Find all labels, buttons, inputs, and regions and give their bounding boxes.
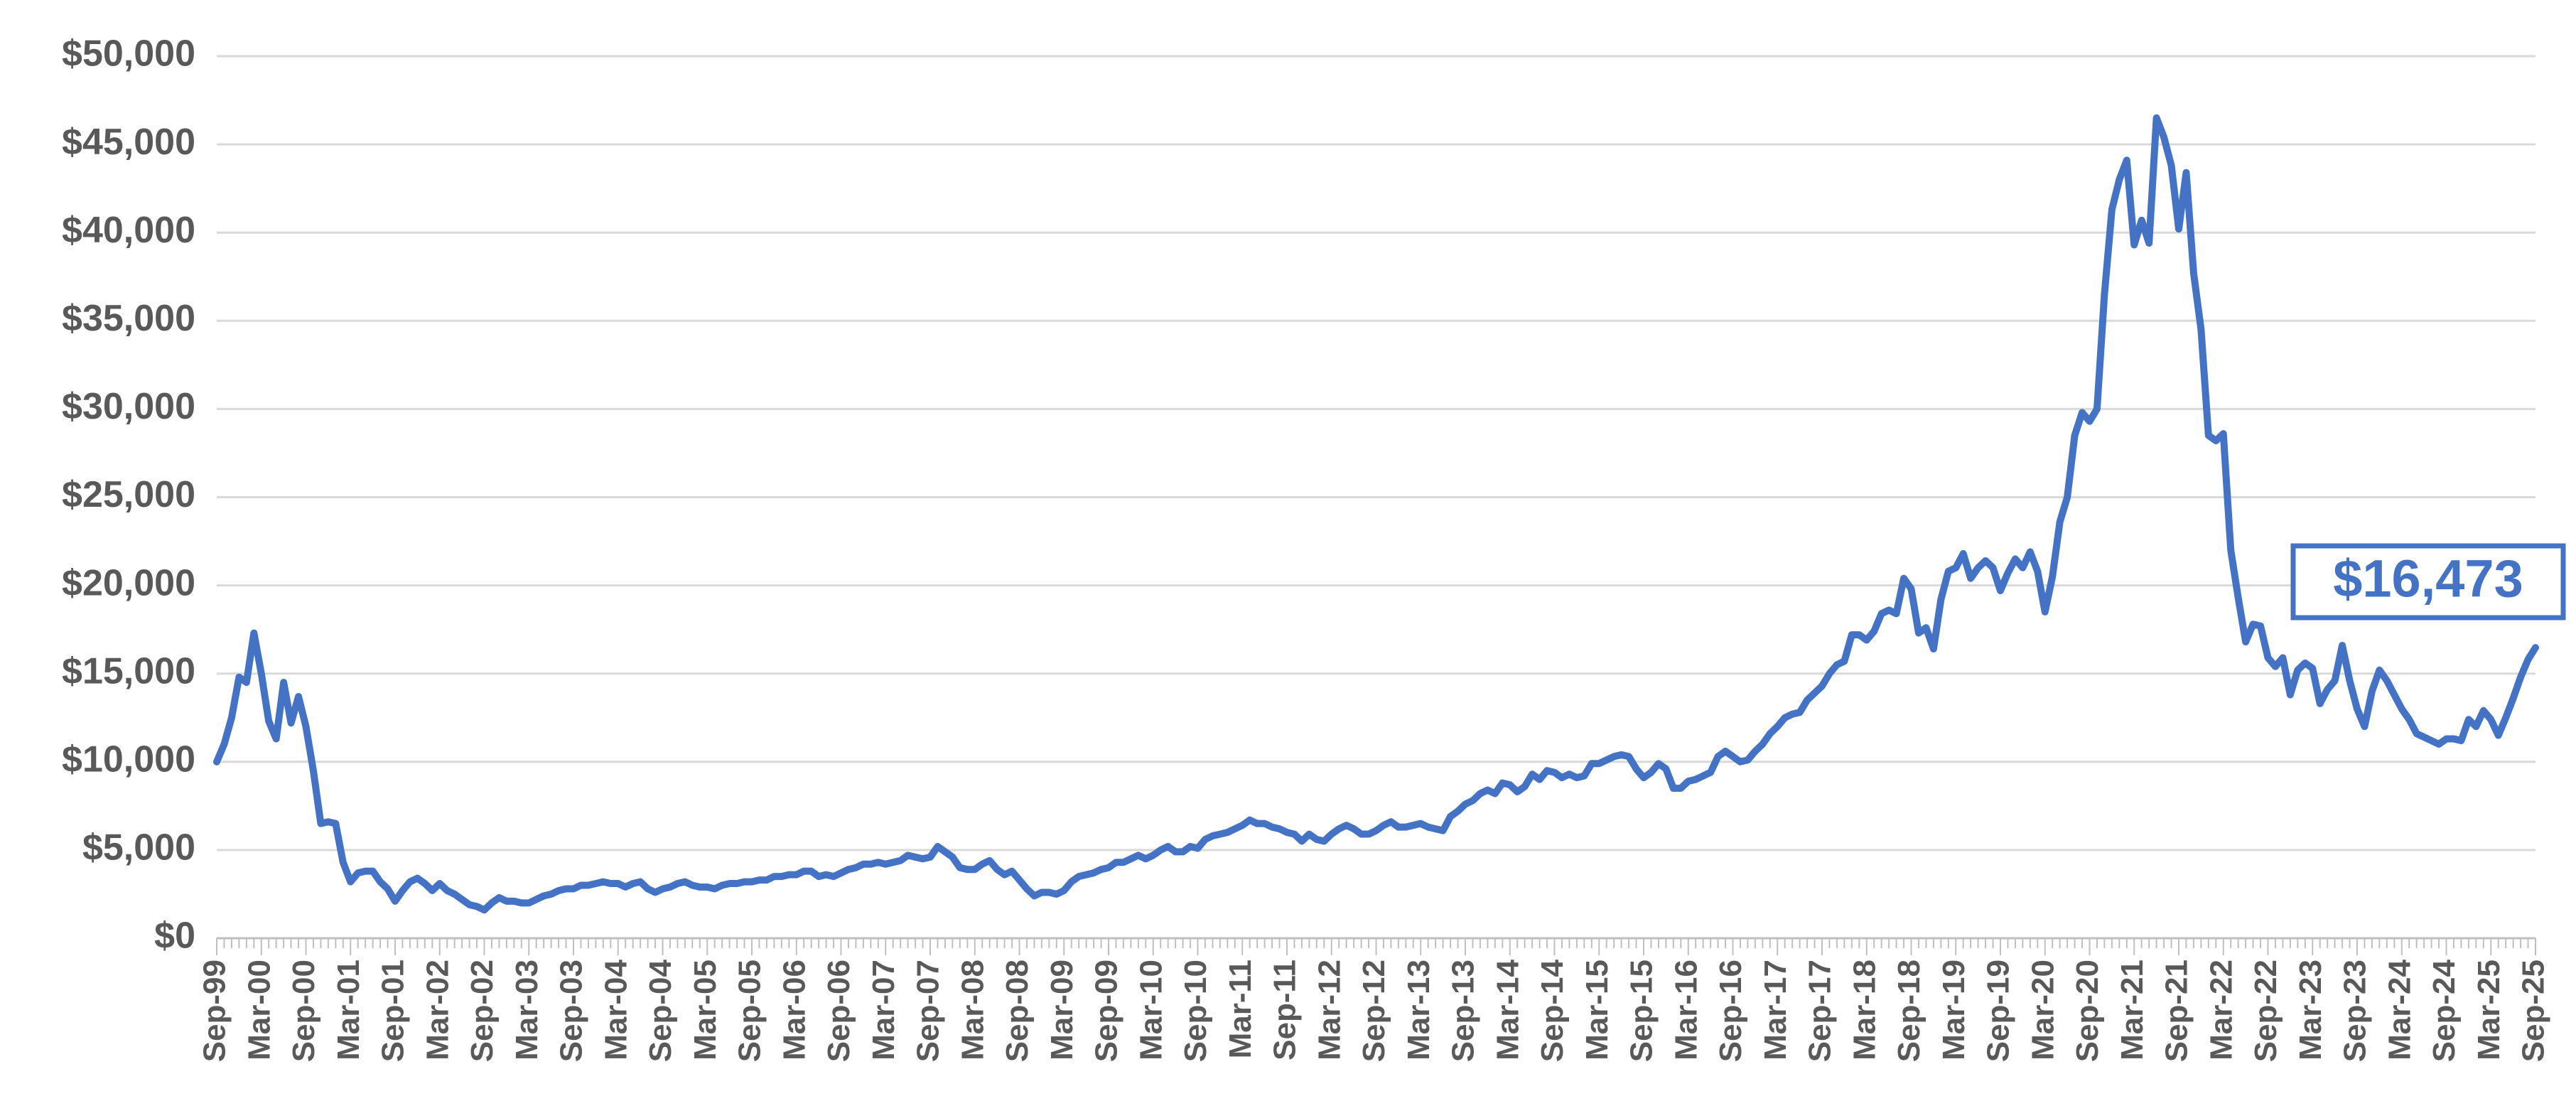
x-tick-label: Mar-06 bbox=[777, 960, 812, 1060]
y-tick-label: $0 bbox=[154, 915, 195, 957]
x-tick-label: Sep-00 bbox=[286, 960, 321, 1062]
x-tick-label: Mar-11 bbox=[1223, 960, 1258, 1058]
x-tick-label: Sep-01 bbox=[376, 960, 411, 1062]
x-tick-label: Mar-23 bbox=[2293, 960, 2328, 1060]
x-tick-label: Sep-07 bbox=[911, 960, 946, 1062]
x-tick-label: Sep-03 bbox=[554, 960, 589, 1062]
x-tick-label: Mar-02 bbox=[420, 960, 455, 1060]
y-tick-label: $25,000 bbox=[62, 474, 195, 515]
x-tick-label: Mar-13 bbox=[1401, 960, 1436, 1060]
x-tick-label: Mar-00 bbox=[242, 960, 276, 1060]
x-tick-label: Sep-20 bbox=[2070, 960, 2105, 1062]
x-tick-label: Mar-05 bbox=[688, 960, 723, 1060]
y-tick-label: $40,000 bbox=[62, 210, 195, 251]
y-tick-label: $50,000 bbox=[62, 33, 195, 75]
x-tick-label: Sep-24 bbox=[2427, 959, 2462, 1062]
x-tick-label: Mar-25 bbox=[2472, 960, 2506, 1060]
annotation: $16,473 bbox=[2333, 549, 2523, 608]
x-tick-label: Sep-17 bbox=[1803, 960, 1838, 1062]
y-tick-label: $35,000 bbox=[62, 298, 195, 339]
x-tick-label: Mar-01 bbox=[331, 960, 366, 1060]
x-tick-label: Sep-13 bbox=[1446, 960, 1481, 1062]
x-tick-label: Mar-09 bbox=[1045, 960, 1079, 1060]
x-tick-label: Sep-12 bbox=[1357, 960, 1391, 1062]
x-tick-label: Sep-99 bbox=[198, 960, 232, 1062]
annotation-box bbox=[2290, 543, 2566, 621]
x-tick-label: Sep-02 bbox=[465, 960, 500, 1062]
x-tick-label: Sep-08 bbox=[1000, 960, 1035, 1062]
x-tick-label: Sep-21 bbox=[2160, 960, 2194, 1062]
x-tick-label: Sep-04 bbox=[643, 959, 678, 1062]
x-tick-label: Mar-21 bbox=[2115, 960, 2150, 1060]
x-tick-label: Mar-18 bbox=[1847, 960, 1882, 1060]
x-tick-label: Sep-22 bbox=[2248, 960, 2283, 1062]
x-tick-label: Sep-25 bbox=[2516, 960, 2551, 1062]
x-tick-label: Sep-18 bbox=[1892, 960, 1926, 1062]
y-tick-label: $30,000 bbox=[62, 386, 195, 427]
x-tick-label: Mar-14 bbox=[1490, 959, 1525, 1060]
x-tick-label: Mar-17 bbox=[1758, 960, 1793, 1060]
x-tick-label: Mar-20 bbox=[2025, 960, 2060, 1060]
x-tick-label: Sep-19 bbox=[1981, 960, 2016, 1062]
y-tick-label: $5,000 bbox=[82, 827, 195, 869]
x-tick-label: Mar-10 bbox=[1133, 960, 1168, 1060]
x-tick-label: Mar-08 bbox=[955, 960, 990, 1060]
x-tick-label: Sep-06 bbox=[821, 960, 856, 1062]
y-tick-label: $10,000 bbox=[62, 739, 195, 780]
y-tick-label: $45,000 bbox=[62, 122, 195, 163]
x-tick-label: Sep-11 bbox=[1268, 960, 1303, 1060]
x-tick-label: Mar-03 bbox=[510, 960, 544, 1060]
x-tick-label: Sep-05 bbox=[733, 960, 767, 1062]
x-tick-label: Mar-22 bbox=[2204, 960, 2238, 1060]
x-tick-label: Mar-12 bbox=[1312, 960, 1347, 1060]
x-tick-label: Sep-14 bbox=[1535, 959, 1570, 1062]
x-tick-label: Mar-07 bbox=[866, 960, 901, 1060]
y-tick-label: $20,000 bbox=[62, 562, 195, 603]
x-tick-label: Sep-09 bbox=[1089, 960, 1124, 1062]
x-tick-label: Sep-23 bbox=[2338, 960, 2373, 1062]
x-tick-label: Mar-19 bbox=[1936, 960, 1971, 1060]
x-tick-label: Mar-16 bbox=[1669, 960, 1703, 1060]
x-tick-label: Sep-15 bbox=[1624, 960, 1659, 1062]
x-tick-label: Mar-24 bbox=[2382, 959, 2417, 1060]
x-tick-label: Sep-10 bbox=[1178, 960, 1213, 1062]
data-line bbox=[213, 114, 2539, 914]
x-tick-label: Mar-04 bbox=[598, 959, 633, 1060]
y-tick-label: $15,000 bbox=[62, 650, 195, 692]
x-tick-label: Mar-15 bbox=[1580, 960, 1615, 1060]
x-tick-label: Sep-16 bbox=[1713, 960, 1748, 1062]
